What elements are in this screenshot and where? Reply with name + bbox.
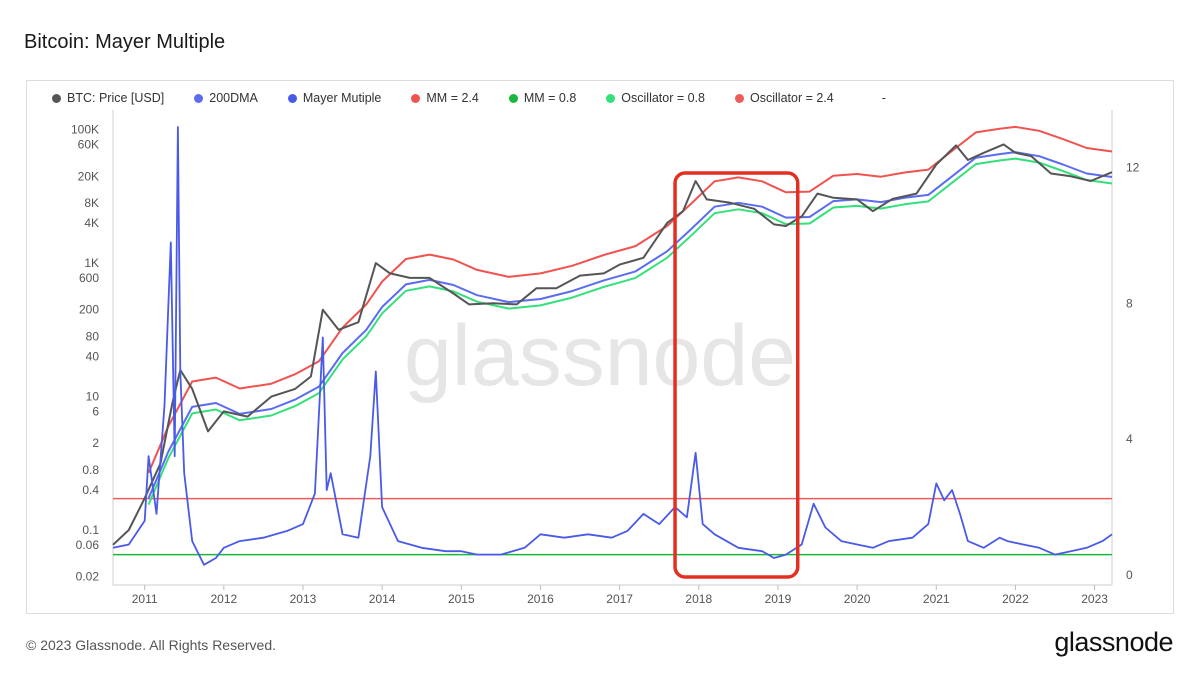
plot-area: 2011 2012 2013 2014 2015 2016 2017 2018 2019 2020… [71,110,1140,606]
page-title: Bitcoin: Mayer Multiple [24,31,226,53]
legend-marker [508,93,518,103]
y-left-tick-label: 200 [79,303,99,317]
legend-label: Oscillator = 0.8 [621,91,706,105]
y-left-tick-label: 6 [92,404,99,418]
y-left-tick-label: 60K [78,137,99,151]
x-tick-label: 2023 [1081,592,1108,606]
dma-200-line [147,151,1113,499]
x-tick-label: 2016 [527,592,554,606]
legend-label: - [881,91,886,105]
y-left-tick-label: 80 [86,329,100,343]
y-left-tick-label: 40 [86,349,100,363]
x-tick-label: 2014 [369,592,396,606]
legend-item[interactable]: MM = 0.8 [508,91,577,105]
y-left-tick-label: 10 [86,390,100,404]
x-tick-label: 2018 [685,592,712,606]
x-tick-label: 2015 [448,592,475,606]
y-left-tick-label: 0.1 [82,523,99,537]
y-right-tick-label: 0 [1126,568,1133,582]
y-left-tick-label: 8K [84,196,99,210]
highlight-box [673,171,800,579]
legend-marker [606,93,616,103]
legend-marker [52,93,61,103]
y-left-tick-label: 0.02 [76,570,100,584]
y-right-tick-label: 4 [1126,432,1133,446]
legend-label: Oscillator = 2.4 [750,91,834,105]
chart-panel [26,80,1174,614]
legend-label: MM = 0.8 [523,91,577,105]
x-tick-label: 2012 [210,592,237,606]
legend-marker [194,93,204,103]
x-tick-label: 2017 [606,592,633,606]
mm-0-8-band [147,157,1113,505]
legend-label: BTC: Price [USD] [67,91,165,105]
y-left-tick-label: 1K [84,256,99,270]
legend-marker [411,93,421,103]
y-right-tick-label: 12 [1126,161,1140,175]
y-left-tick-label: 0.8 [82,463,99,477]
legend-marker [287,93,297,103]
x-tick-label: 2021 [923,592,950,606]
y-left-tick-label: 0.06 [76,538,100,552]
legend-label: 200DMA [209,91,258,105]
legend-item[interactable]: Oscillator = 2.4 [735,91,834,105]
y-left-tick-label: 20K [78,169,99,183]
x-tick-label: 2019 [765,592,792,606]
y-left-tick-label: 4K [84,216,99,230]
mayer-multiple-line [112,126,1113,566]
legend-label: Mayer Mutiple [302,91,382,105]
y-left-tick-label: 2 [92,436,99,450]
watermark-text: glassnode [404,308,796,404]
x-tick-label: 2011 [132,592,158,606]
btc-price-line [112,143,1113,546]
legend-item[interactable]: MM = 2.4 [411,91,479,105]
legend-item[interactable]: - [882,91,886,105]
mm-2-4-band [147,125,1113,474]
legend-item[interactable]: 200DMA [194,91,258,105]
legend-label: MM = 2.4 [426,91,479,105]
legend-item[interactable]: Mayer Mutiple [287,91,382,105]
y-left-tick-label: 100K [71,123,99,137]
chart-legend: BTC: Price [USD] 200DMA Mayer Mutiple MM = … [52,91,916,105]
y-left-tick-label: 0.4 [82,483,99,497]
x-tick-label: 2022 [1002,592,1029,606]
legend-item[interactable]: Oscillator = 0.8 [606,91,705,105]
x-tick-label: 2020 [844,592,871,606]
x-tick-label: 2013 [290,592,317,606]
legend-marker [735,93,745,103]
footer-copyright: © 2023 Glassnode. All Rights Reserved. [26,637,277,653]
glassnode-logo: glassnode [1054,627,1173,657]
legend-item[interactable]: BTC: Price [USD] [52,91,164,105]
y-left-tick-label: 600 [79,271,99,285]
y-right-tick-label: 8 [1126,296,1133,310]
